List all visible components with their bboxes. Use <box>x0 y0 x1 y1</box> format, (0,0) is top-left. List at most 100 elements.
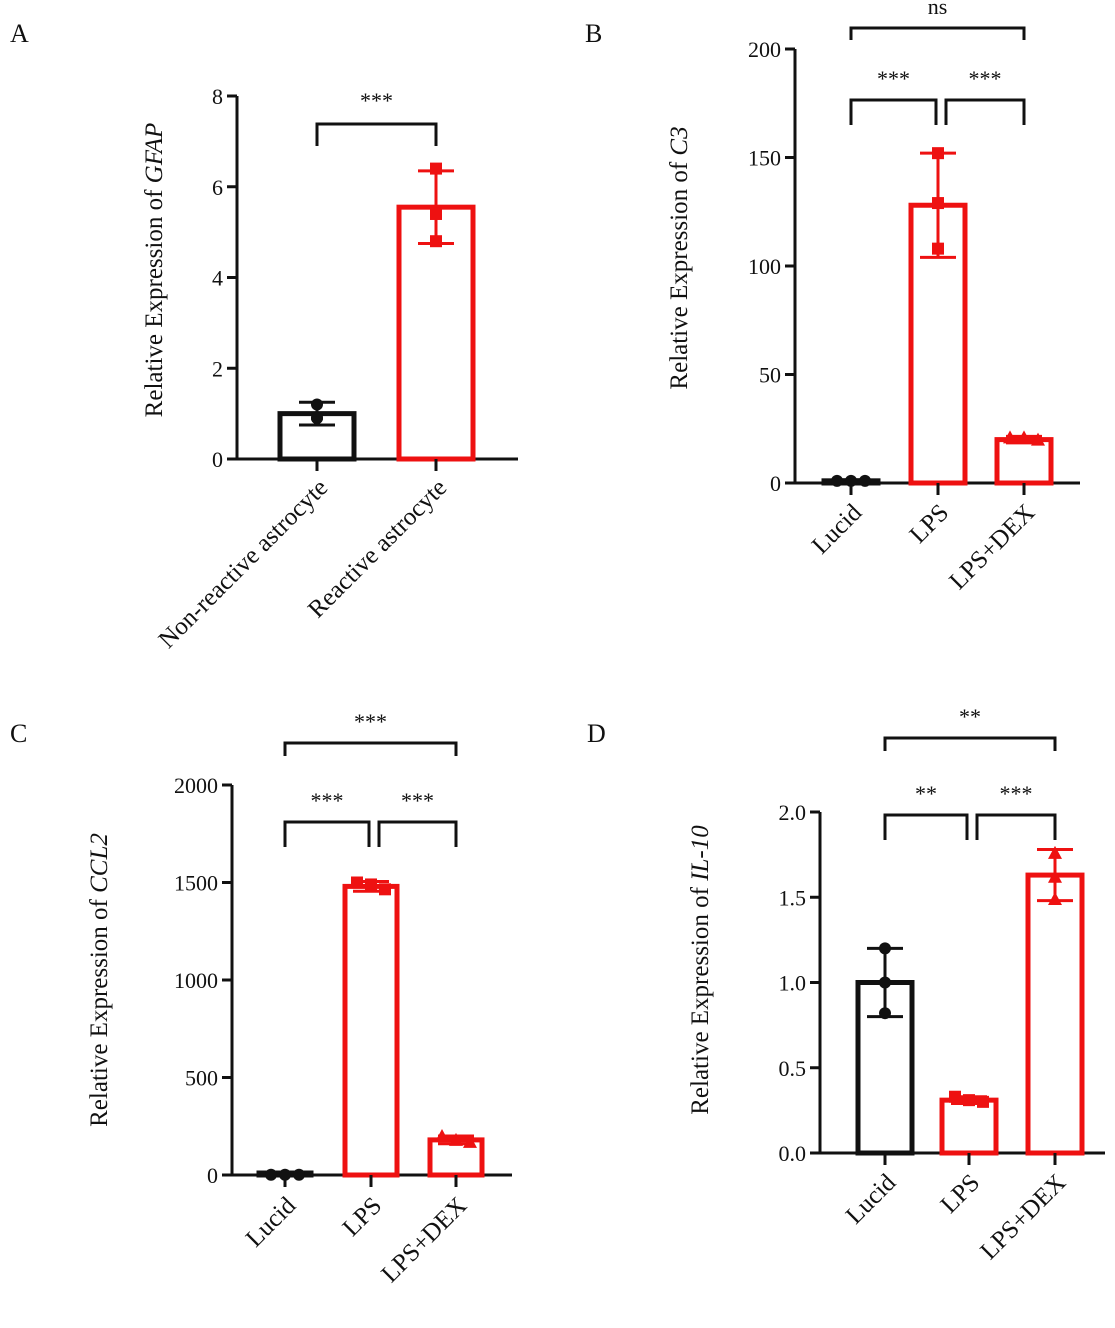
y-tick-label: 1000 <box>174 968 218 993</box>
data-point <box>311 412 323 425</box>
data-point <box>932 197 944 210</box>
y-tick-label: 1.0 <box>779 971 807 996</box>
significance-bracket <box>283 741 458 756</box>
chart-panel-c: C 0 500 1000 1500 2000 Relative Expression of … <box>10 709 512 1288</box>
significance-bracket <box>944 98 1026 125</box>
x-tick-label: LPS+DEX <box>944 499 1040 595</box>
significance-bracket <box>883 736 1057 751</box>
data-point <box>831 474 843 487</box>
y-tick-label: 6 <box>212 175 223 200</box>
y-axis-label-gene: C3 <box>666 126 693 155</box>
y-axis-label-prefix: Relative Expression of <box>141 183 168 417</box>
y-tick-label: 1500 <box>174 871 218 896</box>
data-point <box>463 1134 477 1148</box>
x-tick-label: LPS+DEX <box>975 1169 1071 1265</box>
panel-letter: C <box>10 719 27 748</box>
data-point <box>1048 869 1062 883</box>
y-tick-label: 0.5 <box>779 1056 807 1081</box>
data-point <box>859 474 871 487</box>
y-axis-label-gene: GFAP <box>141 123 168 184</box>
y-axis-label: Relative Expression of CCL2 <box>86 833 113 1127</box>
bar <box>342 883 400 1178</box>
chart-panel-b: B 0 50 100 150 200 Relative Expression of C3 Lu… <box>585 0 1080 595</box>
data-point <box>1048 845 1062 859</box>
significance-label: ** <box>915 781 937 806</box>
significance-label: *** <box>360 88 393 113</box>
x-tick-label: Lucid <box>241 1192 302 1253</box>
x-tick-label: LPS+DEX <box>376 1192 472 1288</box>
data-point <box>879 1007 891 1020</box>
data-point <box>435 1129 449 1142</box>
y-tick-label: 0.0 <box>779 1141 807 1166</box>
data-point <box>449 1132 463 1146</box>
x-tick-label: LPS <box>905 499 955 549</box>
y-tick-label: 8 <box>212 84 223 109</box>
data-point <box>279 1168 291 1181</box>
data-point <box>963 1094 975 1107</box>
y-tick-label: 0 <box>212 447 223 472</box>
data-point <box>1031 432 1045 446</box>
x-tick-label: Non-reactive astrocyte <box>154 474 334 654</box>
significance-bracket <box>283 820 371 847</box>
chart-panel-d: D 0.0 0.5 1.0 1.5 2.0 Relative Expression of I… <box>587 704 1105 1265</box>
significance-bracket <box>849 98 938 125</box>
panel-letter: D <box>587 719 606 748</box>
y-axis-label: Relative Expression of C3 <box>666 126 693 389</box>
y-axis-label: Relative Expression of IL-10 <box>687 825 714 1115</box>
data-point <box>379 883 391 896</box>
bar <box>1025 872 1085 1156</box>
x-tick-label: Lucid <box>807 499 868 560</box>
data-point <box>977 1095 989 1108</box>
data-point <box>845 474 857 487</box>
significance-bracket <box>377 820 458 847</box>
significance-label: ** <box>959 704 981 729</box>
data-point <box>430 162 442 175</box>
bar <box>994 437 1054 486</box>
significance-label: *** <box>1000 781 1033 806</box>
significance-label: ns <box>928 0 948 19</box>
x-tick-label: LPS <box>936 1169 986 1219</box>
data-point <box>1048 891 1062 905</box>
y-tick-label: 2000 <box>174 773 218 798</box>
data-point <box>293 1168 305 1181</box>
y-tick-label: 1.5 <box>779 885 807 910</box>
y-tick-label: 2 <box>212 356 223 381</box>
y-axis-label: Relative Expression of GFAP <box>141 123 168 418</box>
significance-bracket <box>883 813 969 840</box>
y-tick-label: 0 <box>770 471 781 496</box>
bar <box>939 1097 999 1156</box>
significance-bracket <box>315 122 438 146</box>
data-point <box>311 398 323 411</box>
data-point <box>430 207 442 220</box>
y-tick-label: 2.0 <box>779 800 807 825</box>
significance-label: *** <box>969 66 1002 91</box>
panel-letter: B <box>585 19 602 48</box>
chart-panel-a: A 0 2 4 6 8 Relative Expression of GFAP Non-rea… <box>10 19 518 654</box>
y-tick-label: 4 <box>212 266 223 291</box>
data-point <box>430 235 442 248</box>
y-tick-label: 0 <box>207 1163 218 1188</box>
data-point <box>265 1168 277 1181</box>
data-point <box>879 942 891 955</box>
x-tick-label: LPS <box>338 1192 388 1242</box>
panel-letter: A <box>10 19 29 48</box>
y-tick-label: 50 <box>759 363 781 388</box>
significance-label: *** <box>311 788 344 813</box>
data-point <box>879 976 891 989</box>
y-axis-label-prefix: Relative Expression of <box>86 893 113 1127</box>
significance-label: *** <box>401 788 434 813</box>
data-point <box>949 1090 961 1103</box>
y-tick-label: 150 <box>748 146 781 171</box>
y-axis-label-prefix: Relative Expression of <box>666 156 693 390</box>
significance-bracket <box>975 813 1057 840</box>
y-tick-label: 100 <box>748 254 781 279</box>
y-axis-label-gene: IL-10 <box>687 825 714 882</box>
y-axis-label-prefix: Relative Expression of <box>687 881 714 1115</box>
significance-label: *** <box>877 66 910 91</box>
y-tick-label: 500 <box>185 1066 218 1091</box>
x-tick-label: Lucid <box>841 1169 902 1230</box>
data-point <box>1003 430 1017 444</box>
significance-label: *** <box>354 709 387 734</box>
